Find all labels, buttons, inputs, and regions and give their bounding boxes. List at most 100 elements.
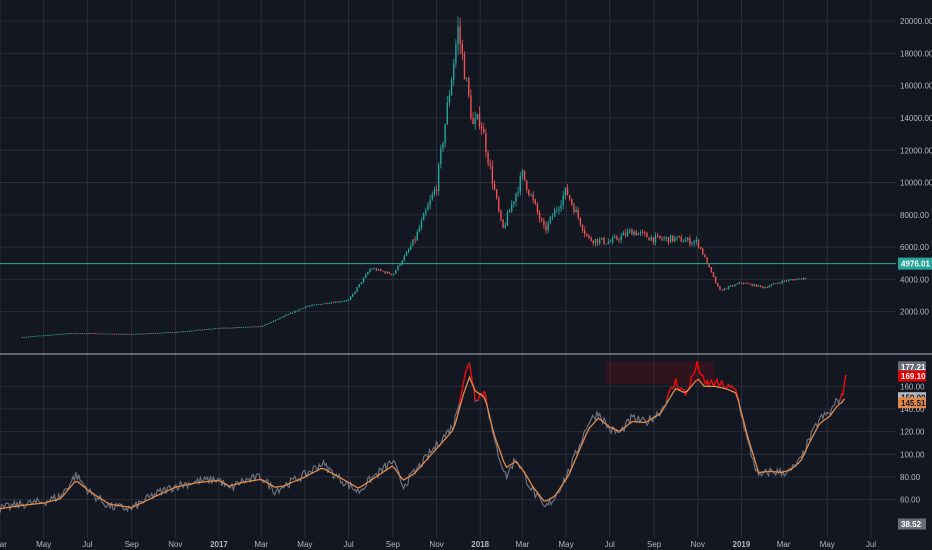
indicator-value-badge-label: 145.51	[901, 399, 926, 408]
candle-body	[53, 334, 56, 336]
indicator-line-overbought	[699, 372, 702, 376]
indicator-line-overbought	[458, 394, 462, 404]
candle-body	[373, 268, 375, 270]
candle-body	[367, 272, 369, 275]
candle-body	[105, 333, 107, 335]
candle-body	[152, 333, 154, 334]
indicator-tick-label: 160.00	[900, 382, 925, 391]
candle-body	[285, 314, 287, 316]
candle-body	[607, 241, 610, 244]
indicator-line-overbought	[732, 387, 735, 390]
candle-body	[644, 232, 646, 234]
candle-body	[485, 133, 487, 153]
indicator-value-badge	[898, 361, 926, 373]
candle-body	[695, 239, 698, 242]
candle-body	[691, 243, 693, 245]
indicator-line-overbought	[713, 381, 717, 386]
candle-body	[652, 237, 655, 243]
candle-body	[611, 237, 614, 242]
candle-body	[745, 283, 747, 284]
candle-body	[465, 78, 468, 80]
time-tick-label: Sep	[386, 540, 401, 549]
candle-body	[161, 332, 163, 334]
candle-body	[504, 225, 506, 228]
candle-body	[148, 333, 150, 334]
candle-body	[60, 333, 62, 335]
candle-body	[590, 237, 592, 241]
candle-body	[588, 235, 590, 238]
candle-body	[158, 332, 161, 334]
candle-body	[324, 302, 326, 304]
candle-body	[154, 332, 156, 334]
candle-body	[21, 337, 23, 338]
candle-body	[137, 333, 139, 335]
indicator-line-overbought	[689, 376, 692, 386]
price-panel[interactable]	[0, 16, 896, 338]
candle-body	[390, 273, 393, 275]
candle-body	[457, 26, 459, 45]
candle-body	[276, 319, 279, 320]
candle-body	[341, 301, 343, 303]
candle-body	[562, 195, 564, 205]
price-axis[interactable]: 2000.00 4000.00 6000.00 8000.00 10000.00 1200…	[898, 17, 932, 317]
candle-body	[407, 249, 410, 252]
candle-body	[526, 180, 528, 190]
candle-body	[435, 189, 438, 192]
candle-body	[30, 336, 32, 338]
candle-body	[459, 26, 461, 44]
indicator-line-overbought	[676, 384, 680, 390]
candle-body	[648, 237, 650, 241]
candle-body	[573, 204, 575, 213]
candle-body	[92, 333, 94, 335]
candle-body	[289, 312, 292, 315]
candle-body	[143, 333, 146, 335]
candle-body	[740, 282, 743, 284]
candle-body	[337, 301, 339, 303]
indicator-line-overbought	[702, 375, 705, 381]
candle-body	[790, 279, 792, 281]
indicator-panel[interactable]	[0, 361, 847, 513]
candle-body	[139, 333, 141, 335]
candle-body	[599, 239, 601, 244]
candle-body	[364, 274, 367, 278]
candle-body	[560, 204, 562, 209]
candle-body	[536, 203, 539, 213]
candle-body	[79, 333, 81, 334]
candle-body	[455, 44, 457, 64]
candle-body	[699, 247, 702, 249]
candle-body	[583, 230, 586, 234]
candle-body	[614, 236, 616, 238]
candle-body	[470, 95, 472, 119]
price-tick-label: 10000.00	[900, 179, 932, 188]
candle-body	[94, 333, 96, 335]
indicator-line-overbought	[719, 380, 722, 386]
candle-body	[88, 333, 90, 335]
candle-body	[246, 326, 249, 328]
candle-body	[238, 327, 240, 329]
candle-body	[292, 312, 294, 314]
candle-body	[42, 335, 45, 337]
candle-body	[362, 277, 365, 283]
time-tick-label: 2019	[733, 540, 751, 549]
candle-body	[622, 232, 625, 236]
indicator-axis[interactable]: 60.00 80.00 100.00 120.00 140.00 160.00 177.21…	[898, 361, 926, 530]
indicator-tick-label: 60.00	[900, 496, 921, 505]
time-axis[interactable]: Mar May Jul Sep Nov 2017 Mar May Jul Sep Nov 2018 Ma…	[0, 540, 876, 549]
candle-body	[356, 287, 358, 292]
candle-body	[345, 300, 348, 302]
candle-body	[736, 283, 738, 285]
candle-body	[201, 329, 204, 331]
time-tick-label: Sep	[647, 540, 662, 549]
candle-body	[515, 193, 517, 202]
candle-body	[508, 210, 511, 213]
candle-body	[453, 63, 455, 80]
candle-body	[775, 283, 777, 285]
indicator-line-overbought	[483, 391, 486, 394]
indicator-line-overbought	[463, 374, 466, 382]
candle-body	[425, 210, 427, 214]
indicator-value-badge-label: 38.52	[901, 520, 922, 529]
candle-body	[150, 333, 152, 334]
candle-body	[186, 331, 189, 332]
candle-body	[618, 239, 620, 241]
